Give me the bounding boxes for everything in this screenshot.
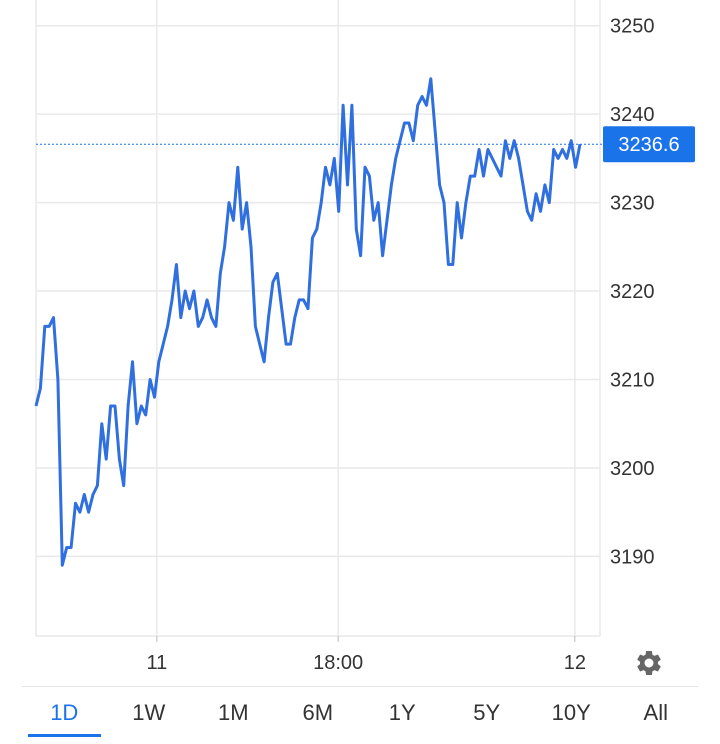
tab-1y[interactable]: 1Y bbox=[388, 700, 416, 725]
tab-all[interactable]: All bbox=[643, 700, 668, 725]
price-chart: 3190 3200 3210 3220 3230 3240 3250 11 18:00 12 3… bbox=[34, 0, 695, 674]
tab-1d[interactable]: 1D bbox=[22, 687, 107, 739]
y-tick-label: 3240 bbox=[610, 104, 655, 126]
tab-6m[interactable]: 6M bbox=[302, 700, 334, 725]
y-tick-label: 3200 bbox=[610, 458, 655, 480]
chart-grid bbox=[35, 0, 601, 642]
y-tick-label: 3190 bbox=[610, 546, 655, 568]
x-axis-labels: 11 18:00 12 bbox=[146, 652, 585, 674]
tab-5y[interactable]: 5Y bbox=[473, 700, 501, 725]
price-series-line bbox=[34, 77, 582, 567]
x-tick-label: 12 bbox=[564, 652, 586, 674]
current-price-tag-bg bbox=[603, 126, 695, 163]
y-tick-label: 3210 bbox=[610, 369, 655, 391]
x-tick-label: 11 bbox=[146, 652, 167, 674]
tab-1m[interactable]: 1M bbox=[217, 700, 249, 725]
current-price-tag: 3236.6 bbox=[603, 126, 695, 163]
y-tick-label: 3220 bbox=[610, 281, 655, 303]
x-tick-label: 18:00 bbox=[313, 652, 363, 674]
tab-1w[interactable]: 1W bbox=[132, 700, 166, 725]
y-axis-labels: 3190 3200 3210 3220 3230 3240 3250 bbox=[610, 16, 655, 569]
current-price-label: 3236.6 bbox=[618, 134, 679, 156]
gear-icon[interactable] bbox=[634, 648, 664, 678]
time-range-tabs: 1D 1W 1M 6M 1Y 5Y 10Y All bbox=[22, 686, 698, 739]
tab-10y[interactable]: 10Y bbox=[551, 700, 591, 725]
y-tick-label: 3230 bbox=[610, 193, 655, 215]
y-tick-label: 3250 bbox=[610, 16, 655, 38]
